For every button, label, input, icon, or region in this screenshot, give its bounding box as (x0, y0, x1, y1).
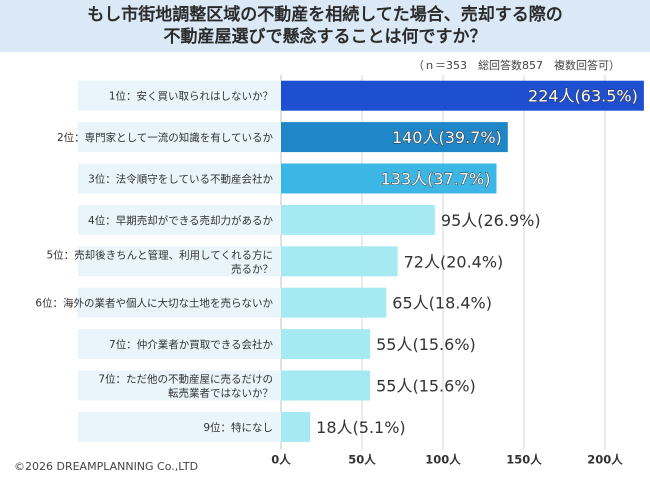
bar (281, 80, 644, 111)
category-band (78, 287, 281, 318)
category-band (78, 411, 281, 442)
x-tick-label: 100人 (425, 453, 461, 467)
category-band (78, 163, 281, 194)
x-tick-label: 150人 (506, 453, 542, 467)
category-label: 6位：海外の業者や個人に大切な土地を売らないか (35, 297, 273, 310)
x-tick-label: 200人 (587, 453, 623, 467)
bar (281, 163, 497, 194)
x-tick-label: 50人 (348, 453, 376, 467)
category-label: 7位：仲介業者か買取できる会社か (109, 338, 273, 351)
bar (281, 287, 387, 318)
x-tick-label: 0人 (271, 453, 291, 467)
category-band (78, 246, 281, 277)
bar (281, 329, 371, 360)
category-label: 3位：法令順守をしている不動産会社か (88, 173, 273, 186)
title-line-2: 不動産屋選びで懸念することは何ですか？ (163, 27, 487, 47)
bar (281, 370, 371, 401)
bar (281, 246, 398, 277)
category-band (78, 329, 281, 360)
title-band (0, 0, 650, 52)
sample-note: （ｎ＝353 総回答数857 複数回答可） (413, 59, 620, 72)
category-band (78, 204, 281, 235)
category-band (78, 370, 281, 401)
value-label: 72人(20.4%) (404, 252, 504, 271)
value-label: 133人(37.7%) (381, 170, 491, 189)
value-label: 55人(15.6%) (376, 377, 476, 396)
category-label: 1位：安く買い取られはしないか？ (109, 90, 273, 103)
value-label: 140人(39.7%) (392, 128, 502, 147)
category-label: 7位：ただ他の不動産屋に売るだけの転売業者ではないか？ (98, 373, 273, 400)
bar (281, 122, 508, 153)
copyright: ©2026 DREAMPLANNING Co.,LTD (14, 460, 199, 473)
value-label: 55人(15.6%) (376, 335, 476, 354)
value-label: 18人(5.1%) (316, 418, 406, 437)
value-label: 224人(63.5%) (528, 87, 638, 106)
bar (281, 204, 435, 235)
value-label: 95人(26.9%) (441, 211, 541, 230)
value-label: 65人(18.4%) (392, 294, 492, 313)
category-label: 4位：早期売却ができる売却力があるか (88, 214, 273, 227)
category-band (78, 80, 281, 111)
category-label: 5位：売却後きちんと管理、利用してくれる方に売るか？ (46, 248, 273, 275)
category-label: 2位：専門家として一流の知識を有しているか (57, 131, 274, 144)
chart-title: もし市街地調整区域の不動産を相続してた場合、売却する際の 不動産屋選びで懸念する… (0, 4, 650, 48)
title-line-1: もし市街地調整区域の不動産を相続してた場合、売却する際の (87, 5, 563, 25)
category-label: 9位：特になし (203, 421, 273, 434)
bar (281, 411, 311, 442)
category-band (78, 122, 281, 153)
